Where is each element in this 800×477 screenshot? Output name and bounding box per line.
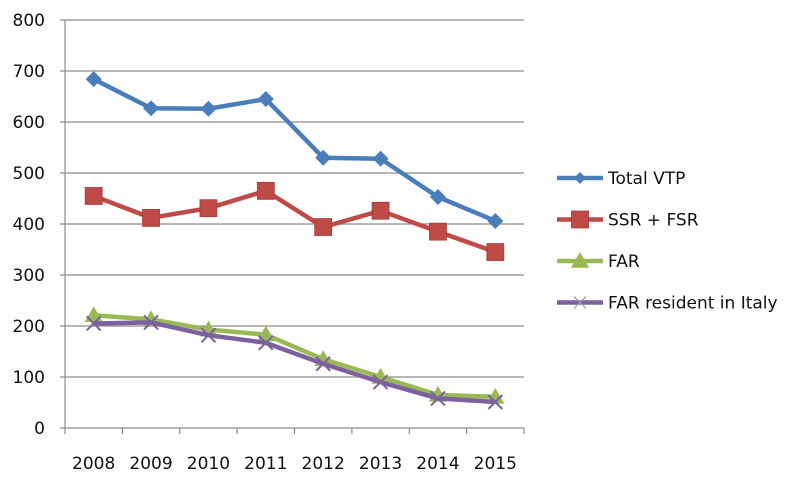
x-tick-label: 2009 (129, 454, 172, 474)
y-tick-label: 800 (13, 11, 45, 31)
data-point (85, 71, 102, 88)
data-point (429, 188, 446, 205)
data-point (200, 327, 217, 343)
x-tick-label: 2012 (302, 454, 345, 474)
data-point (372, 150, 389, 167)
y-tick-labels: 0 100 200 300 400 500 600 700 800 (13, 11, 45, 439)
y-tick-label: 300 (13, 266, 45, 286)
data-point (486, 243, 505, 261)
data-point (143, 314, 159, 331)
legend-label: Total VTP (607, 169, 685, 189)
x-tick-label: 2008 (72, 454, 115, 474)
legend-label: FAR resident in Italy (608, 294, 778, 314)
data-point (199, 199, 218, 218)
legend-triangle-marker-icon (571, 252, 589, 268)
legend-square-marker-icon (571, 210, 589, 229)
x-tick-labels: 2008 2009 2010 2011 2012 2013 2014 2015 (72, 454, 517, 474)
series-ssr-fsr (84, 181, 505, 261)
data-point (429, 222, 447, 241)
legend-item: SSR + FSR (557, 211, 699, 231)
data-point (200, 100, 217, 117)
series-line (92, 77, 497, 224)
y-tick-label: 200 (13, 317, 45, 337)
data-point (315, 149, 332, 166)
series-line (93, 313, 496, 400)
data-point (258, 335, 274, 351)
x-tick-label: 2011 (244, 454, 287, 474)
x-tick-label: 2013 (359, 454, 402, 474)
legend-label: SSR + FSR (608, 211, 699, 231)
y-tick-label: 600 (13, 113, 45, 133)
data-point (487, 212, 504, 229)
data-point (142, 208, 160, 227)
legend-item: FAR (557, 252, 640, 272)
x-tick-label: 2014 (416, 454, 459, 474)
series-total-vtp (85, 71, 504, 229)
data-point (315, 356, 331, 372)
legend: Total VTP SSR + FSR FAR FAR resident in Ita… (557, 169, 778, 314)
y-tick-label: 500 (13, 164, 45, 184)
legend-diamond-marker-icon (574, 172, 586, 184)
series-far-resident-in-italy (85, 314, 504, 410)
gridlines (60, 19, 524, 378)
data-point (257, 91, 274, 108)
x-tick-label: 2010 (187, 454, 230, 474)
y-tick-label: 400 (13, 215, 45, 235)
legend-label: FAR (608, 252, 640, 272)
data-point (256, 181, 275, 200)
x-tick-label: 2015 (474, 454, 517, 474)
data-point (143, 100, 160, 117)
data-point (372, 374, 389, 390)
legend-item: FAR resident in Italy (557, 294, 778, 314)
axes (60, 20, 525, 434)
series-line (92, 188, 497, 255)
data-point (84, 187, 103, 205)
data-point (85, 315, 102, 332)
legend-x-marker-icon (573, 296, 587, 309)
series-group (84, 71, 505, 410)
y-tick-label: 0 (34, 419, 45, 439)
y-tick-label: 100 (13, 368, 45, 388)
series-line (93, 320, 496, 405)
y-tick-label: 700 (13, 62, 45, 82)
data-point (487, 394, 504, 410)
data-point (430, 390, 446, 407)
data-point (314, 218, 333, 236)
legend-item: Total VTP (557, 169, 685, 189)
data-point (371, 201, 390, 220)
